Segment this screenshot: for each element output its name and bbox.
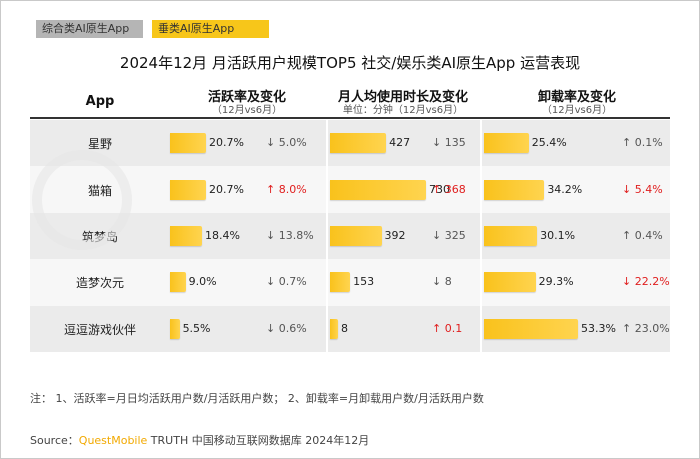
change-active: ↓ 5.0% (266, 136, 307, 150)
bar-label-uninstall: 34.2% (547, 182, 583, 196)
bar-label-usage: 392 (384, 229, 406, 242)
bar-label-usage: 427 (389, 136, 411, 150)
tab-general[interactable]: 综合类AI原生App (36, 20, 143, 38)
change-active: ↓ 0.7% (266, 275, 307, 289)
change-usage: ↓ 135 (432, 136, 466, 150)
change-usage: ↓ 325 (432, 229, 466, 242)
change-uninstall: ↓ 22.2% (622, 275, 670, 289)
chart-title: 2024年12月 月活跃用户规模TOP5 社交/娱乐类AI原生App 运营表现 (119, 54, 581, 72)
bar-usage (330, 272, 351, 293)
footnote: 注： 1、活跃率=月日均活跃用户数/月活跃用户数； 2、卸载率=月卸载用户数/月… (30, 392, 484, 405)
bar-label-active: 18.4% (205, 229, 240, 242)
bar-label-uninstall: 53.3% (581, 321, 616, 335)
column-header-app: App (85, 94, 115, 109)
bar-uninstall (484, 179, 545, 200)
source-brand: QuestMobile (78, 434, 148, 447)
bar-label-uninstall: 25.4% (531, 136, 567, 150)
change-uninstall: ↑ 0.4% (622, 229, 663, 242)
bar-label-usage: 730 (429, 182, 450, 196)
bar-active (170, 318, 180, 339)
change-usage: ↑ 0.1 (432, 321, 463, 335)
row-app-name: 逗逗游戏伙伴 (63, 322, 136, 337)
column-subheader-uninstall: （12月vs6月） (541, 105, 613, 116)
bar-label-usage: 8 (341, 321, 348, 335)
tab-vertical[interactable]: 垂类AI原生App (152, 20, 269, 38)
change-uninstall: ↑ 23.0% (622, 321, 670, 335)
change-uninstall: ↑ 0.1% (622, 136, 663, 150)
bar-label-uninstall: 29.3% (538, 275, 574, 289)
bar-active (170, 133, 206, 154)
source-prefix: Source： (30, 434, 79, 447)
header-divider (30, 117, 670, 119)
column-header-usage-time: 月人均使用时长及变化 (337, 90, 468, 105)
bar-label-usage: 153 (353, 275, 375, 289)
bar-label-active: 5.5% (182, 321, 211, 335)
row-app-name: 星野 (87, 137, 112, 152)
change-active: ↑ 8.0% (266, 182, 307, 196)
bar-label-active: 9.0% (188, 275, 217, 289)
bar-active (170, 226, 202, 246)
bar-label-uninstall: 30.1% (540, 229, 576, 242)
bar-usage (330, 318, 338, 339)
change-uninstall: ↓ 5.4% (622, 182, 663, 196)
bar-active (170, 179, 206, 200)
bar-label-active: 20.7% (209, 136, 244, 150)
bar-usage (330, 133, 387, 154)
column-separator (326, 120, 328, 352)
bar-active (170, 272, 186, 293)
column-subheader-usage-time: 单位：分钟（12月vs6月） (342, 105, 464, 116)
change-active: ↓ 13.8% (266, 229, 314, 242)
bar-usage (330, 226, 382, 246)
bar-usage (330, 179, 426, 200)
column-subheader-active-rate: （12月vs6月） (211, 105, 283, 116)
source-line: Source：QuestMobile TRUTH 中国移动互联网数据库 2024… (30, 432, 369, 448)
bar-label-active: 20.7% (209, 182, 244, 196)
column-header-active-rate: 活跃率及变化 (207, 90, 286, 105)
bar-uninstall (484, 272, 536, 293)
bar-uninstall (484, 318, 578, 339)
watermark-logo (32, 150, 132, 250)
bar-uninstall (484, 226, 538, 246)
column-header-uninstall: 卸载率及变化 (537, 90, 616, 105)
bar-uninstall (484, 133, 529, 154)
row-app-name: 造梦次元 (75, 276, 124, 291)
column-separator (480, 120, 482, 352)
change-active: ↓ 0.6% (266, 321, 307, 335)
change-usage: ↑ 368 (432, 182, 466, 196)
source-rest: TRUTH 中国移动互联网数据库 2024年12月 (147, 434, 370, 447)
change-usage: ↓ 8 (432, 275, 452, 289)
